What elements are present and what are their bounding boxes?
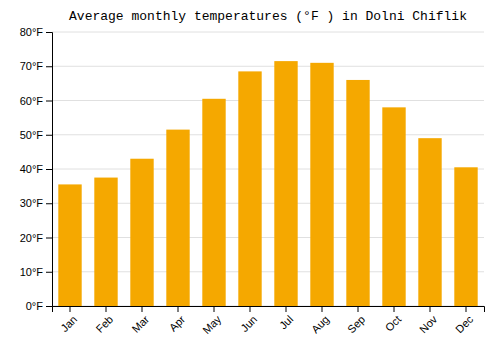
x-tick-mark [142,306,143,312]
x-tick-label: Dec [453,313,476,336]
y-tick: 50°F [20,129,52,141]
x-tick-mark [250,306,251,312]
y-tick: 80°F [20,26,52,38]
x-tick: Jul [277,306,295,332]
x-tick-mark [178,306,179,312]
x-tick: Nov [417,306,440,335]
grid-line [52,134,484,135]
y-axis-line [46,33,53,307]
x-axis: Jan Feb Mar Apr May Jun Jul Aug Sep Oct Nov Dec [53,306,485,336]
x-tick: Feb [93,306,115,335]
y-tick-label: 30°F [20,197,44,209]
x-tick-mark [106,306,107,312]
x-tick-label: Jul [277,313,295,331]
x-tick: May [200,306,224,336]
x-tick-mark [214,306,215,312]
x-tick-label: Oct [383,313,404,334]
bar [454,167,477,306]
x-tick: Jan [58,306,79,334]
bar [310,63,333,306]
grid [52,32,484,306]
bar [130,159,153,306]
x-tick-mark [286,306,287,312]
y-tick: 70°F [20,60,52,72]
y-tick: 60°F [20,95,52,107]
x-tick: Dec [453,306,476,335]
bar [274,61,297,306]
bar [94,178,117,306]
y-tick-mark [46,101,52,102]
y-tick: 40°F [20,163,52,175]
x-tick-mark [394,306,395,312]
x-tick-label: Feb [93,313,115,335]
x-tick-label: Jun [238,313,259,334]
bar [202,99,225,306]
bar [238,71,261,306]
x-tick-label: Apr [167,313,188,334]
y-tick: 10°F [20,266,52,278]
x-tick-label: Mar [129,313,151,335]
x-axis-line [53,307,485,313]
y-tick-label: 70°F [20,60,44,72]
y-tick-mark [46,306,52,307]
bars [58,61,477,306]
y-tick-mark [46,238,52,239]
y-tick-mark [46,32,52,33]
grid-line [52,32,484,33]
x-tick-mark [70,306,71,312]
y-tick-label: 80°F [20,26,44,38]
title: Average monthly temperatures (°F ) in Do… [69,9,467,24]
bar [166,130,189,306]
x-tick-mark [322,306,323,312]
y-tick-label: 20°F [20,232,44,244]
y-tick-mark [46,203,52,204]
plot: 0°F 10°F 20°F 30°F 40°F 50°F 60°F 70°F 80°F Jan Fe… [20,26,485,336]
x-tick: Jun [238,306,259,334]
x-tick: Oct [383,306,404,334]
grid-line [52,66,484,67]
x-tick: Aug [309,306,331,335]
y-tick-label: 10°F [20,266,44,278]
bar [382,107,405,306]
y-tick-label: 40°F [20,163,44,175]
y-tick: 0°F [26,300,52,312]
y-tick: 30°F [20,197,52,209]
y-tick-mark [46,66,52,67]
x-tick: Sep [345,306,367,335]
x-tick-label: May [200,313,224,337]
x-tick-label: Jan [58,313,79,334]
y-tick: 20°F [20,232,52,244]
y-tick-mark [46,272,52,273]
y-tick-mark [46,169,52,170]
x-tick-label: Nov [417,313,440,336]
chart: 0°F 10°F 20°F 30°F 40°F 50°F 60°F 70°F 80°F Jan Fe… [0,0,500,350]
x-tick-mark [430,306,431,312]
x-tick: Apr [167,306,188,334]
x-tick: Mar [129,306,151,335]
x-tick-mark [466,306,467,312]
x-tick-label: Sep [345,313,367,335]
y-axis: 0°F 10°F 20°F 30°F 40°F 50°F 60°F 70°F 80°F [20,26,53,312]
y-tick-label: 0°F [26,300,44,312]
bar [346,80,369,306]
y-tick-mark [46,135,52,136]
bar [58,184,81,306]
y-tick-label: 50°F [20,129,44,141]
x-tick-label: Aug [309,313,331,335]
grid-line [52,100,484,101]
bar [418,138,441,306]
x-tick-mark [358,306,359,312]
y-tick-label: 60°F [20,95,44,107]
